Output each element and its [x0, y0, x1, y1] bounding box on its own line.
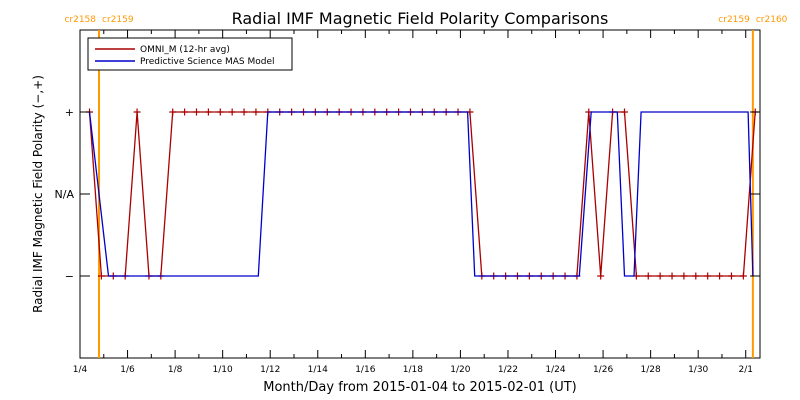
x-tick-label: 1/6 [120, 365, 135, 375]
omni-data-point [644, 272, 652, 280]
omni-data-point [133, 108, 141, 116]
legend: OMNI_M (12-hr avg) Predictive Science MA… [87, 37, 293, 71]
omni-data-point [739, 272, 747, 280]
carrington-label-right: cr2159 [102, 15, 134, 25]
x-tick-label: 1/8 [168, 365, 183, 375]
omni-data-point [204, 108, 212, 116]
omni-data-point [656, 272, 664, 280]
x-tick-label: 1/24 [545, 365, 565, 375]
mas-series-line [88, 111, 754, 277]
omni-data-point [169, 108, 177, 116]
x-tick-label: 1/10 [213, 365, 233, 375]
omni-data-point [668, 272, 676, 280]
series-group [86, 108, 759, 280]
x-tick-label: 1/16 [355, 365, 375, 375]
x-tick-label: 2/1 [738, 365, 752, 375]
omni-data-point [597, 272, 605, 280]
x-tick-label: 1/28 [641, 365, 661, 375]
omni-data-point [704, 272, 712, 280]
x-tick-label: 1/30 [688, 365, 708, 375]
omni-data-point [252, 108, 260, 116]
carrington-label-left: cr2158 [64, 15, 96, 25]
carrington-label-left: cr2159 [718, 15, 750, 25]
chart-title: Radial IMF Magnetic Field Polarity Compa… [232, 9, 609, 28]
x-axis-ticks: 1/4 1/6 1/8 1/10 1/12 1/14 1/16 1/18 1/20 1/22 1/2… [73, 30, 753, 375]
x-tick-label: 1/18 [403, 365, 423, 375]
omni-data-point [228, 108, 236, 116]
omni-data-point [680, 272, 688, 280]
carrington-rotation-lines [98, 30, 754, 358]
x-tick-label: 1/12 [260, 365, 280, 375]
omni-data-point [240, 108, 248, 116]
y-axis-ticks: + N/A − [55, 106, 760, 283]
legend-label-mas: Predictive Science MAS Model [140, 57, 275, 67]
legend-box [87, 37, 293, 71]
omni-data-point [97, 272, 105, 280]
omni-data-point [181, 108, 189, 116]
legend-label-omni: OMNI_M (12-hr avg) [140, 45, 230, 55]
x-tick-label: 1/4 [73, 365, 88, 375]
x-axis-label: Month/Day from 2015-01-04 to 2015-02-01 … [263, 380, 576, 395]
carrington-marker-labels: cr2158 cr2159 cr2159 cr2160 [64, 15, 787, 25]
omni-data-point [193, 108, 201, 116]
y-tick-label: − [65, 270, 74, 283]
omni-data-point [716, 272, 724, 280]
omni-series-line [88, 111, 756, 277]
x-tick-label: 1/20 [450, 365, 470, 375]
x-tick-label: 1/14 [308, 365, 328, 375]
omni-data-point [620, 108, 628, 116]
y-tick-label: N/A [55, 188, 75, 201]
omni-data-point [727, 272, 735, 280]
plot-frame [79, 29, 761, 359]
x-tick-label: 1/22 [498, 365, 518, 375]
omni-data-point [692, 272, 700, 280]
omni-data-point [216, 108, 224, 116]
x-tick-label: 1/26 [593, 365, 613, 375]
y-tick-label: + [65, 106, 74, 119]
carrington-label-right: cr2160 [756, 15, 788, 25]
y-axis-label: Radial IMF Magnetic Field Polarity (−,+) [31, 75, 45, 313]
